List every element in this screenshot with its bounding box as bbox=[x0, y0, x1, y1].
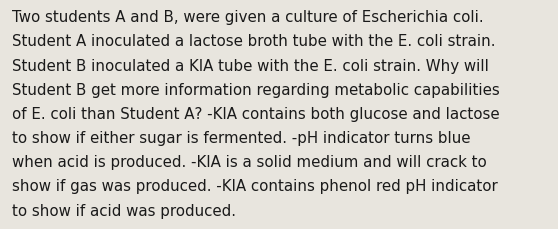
Text: Student B get more information regarding metabolic capabilities: Student B get more information regarding… bbox=[12, 82, 500, 97]
Text: Two students A and B, were given a culture of Escherichia coli.: Two students A and B, were given a cultu… bbox=[12, 10, 484, 25]
Text: Student B inoculated a KIA tube with the E. coli strain. Why will: Student B inoculated a KIA tube with the… bbox=[12, 58, 489, 73]
Text: show if gas was produced. -KIA contains phenol red pH indicator: show if gas was produced. -KIA contains … bbox=[12, 179, 498, 194]
Text: to show if either sugar is fermented. -pH indicator turns blue: to show if either sugar is fermented. -p… bbox=[12, 131, 471, 145]
Text: when acid is produced. -KIA is a solid medium and will crack to: when acid is produced. -KIA is a solid m… bbox=[12, 155, 487, 169]
Text: Student A inoculated a lactose broth tube with the E. coli strain.: Student A inoculated a lactose broth tub… bbox=[12, 34, 496, 49]
Text: of E. coli than Student A? -KIA contains both glucose and lactose: of E. coli than Student A? -KIA contains… bbox=[12, 106, 500, 121]
Text: to show if acid was produced.: to show if acid was produced. bbox=[12, 203, 236, 218]
